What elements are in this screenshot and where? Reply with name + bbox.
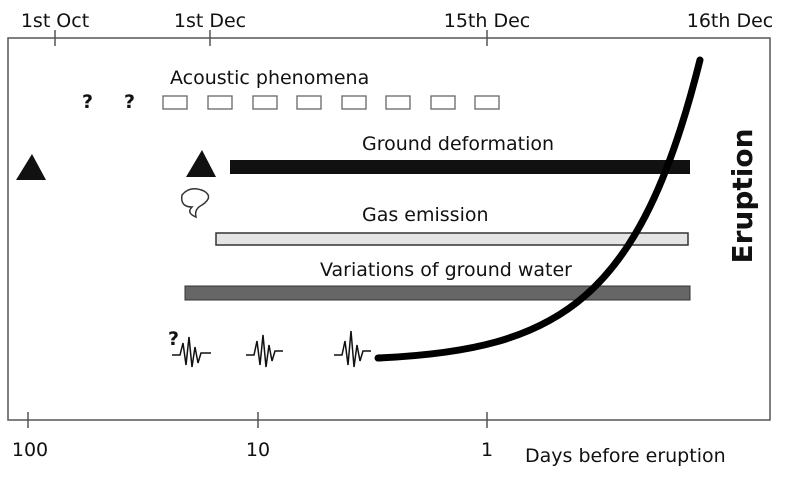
phenomenon-label: Acoustic phenomena: [170, 67, 369, 89]
phenomenon-label: Ground deformation: [362, 133, 554, 155]
seismogram: [172, 336, 211, 368]
bar: [184, 285, 691, 301]
box: [341, 95, 367, 110]
bar: [215, 232, 689, 246]
question-mark: ?: [124, 91, 135, 113]
bottom-label: 10: [246, 439, 270, 461]
question-mark: ?: [168, 328, 179, 350]
bar: [230, 160, 690, 174]
box: [207, 95, 233, 110]
box: [162, 95, 188, 110]
axis-title: Days before eruption: [525, 445, 726, 467]
box: [385, 95, 411, 110]
seismogram: [246, 334, 283, 368]
top-label: 1st Oct: [21, 10, 89, 32]
top-label: 15th Dec: [444, 10, 530, 32]
box: [296, 95, 322, 110]
bottom-label: 100: [12, 439, 48, 461]
seismograms: [172, 330, 371, 368]
frame: [7, 37, 771, 421]
top-label: 1st Dec: [174, 10, 246, 32]
bottom-label: 1: [481, 439, 493, 461]
box: [430, 95, 456, 110]
box: [252, 95, 278, 110]
phenomenon-label: Gas emission: [362, 204, 489, 226]
top-label: 16th Dec: [687, 10, 773, 32]
acoustic-boxes: [162, 95, 500, 110]
question-mark: ?: [82, 91, 93, 113]
eruption-label: Eruption: [726, 128, 759, 263]
phenomenon-label: Variations of ground water: [320, 259, 572, 281]
volcano-icon: [16, 154, 46, 180]
seismogram: [334, 330, 371, 368]
top-ticks: [27, 30, 488, 428]
gas-icon: [180, 188, 210, 219]
box: [474, 95, 500, 110]
escalation-curve: [374, 56, 704, 362]
volcano-icon: [186, 150, 216, 177]
